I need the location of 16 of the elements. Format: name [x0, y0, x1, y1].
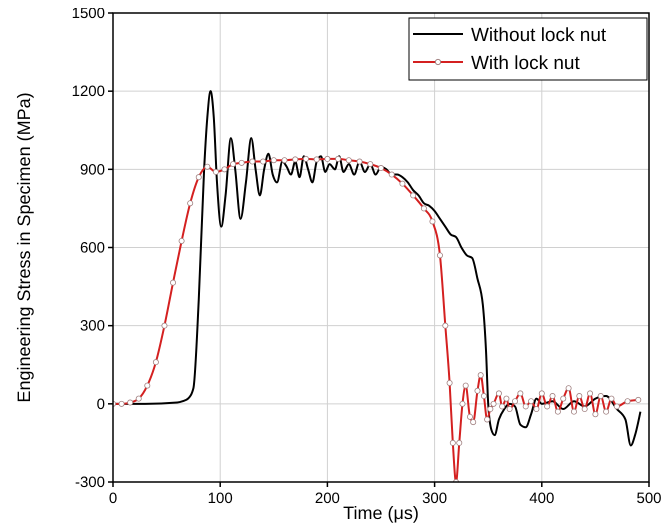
x-axis-title: Time (μs): [343, 503, 419, 523]
y-tick-label: 300: [80, 318, 105, 335]
y-axis-title: Engineering Stress in Specimen (MPa): [14, 92, 34, 403]
legend-label: Without lock nut: [471, 25, 607, 46]
x-tick-label: 200: [314, 490, 340, 507]
y-tick-label: -300: [74, 474, 105, 491]
x-tick-label: 300: [422, 490, 448, 507]
x-tick-label: 0: [108, 490, 118, 507]
legend-label: With lock nut: [471, 53, 580, 74]
x-tick-label: 400: [529, 490, 554, 507]
x-tick-label: 500: [636, 490, 662, 507]
y-tick-label: 600: [80, 240, 105, 256]
y-tick-label: 1200: [72, 83, 105, 100]
x-tick-label: 100: [208, 490, 233, 507]
y-tick-label: 900: [80, 161, 105, 178]
y-tick-label: 0: [96, 396, 105, 413]
